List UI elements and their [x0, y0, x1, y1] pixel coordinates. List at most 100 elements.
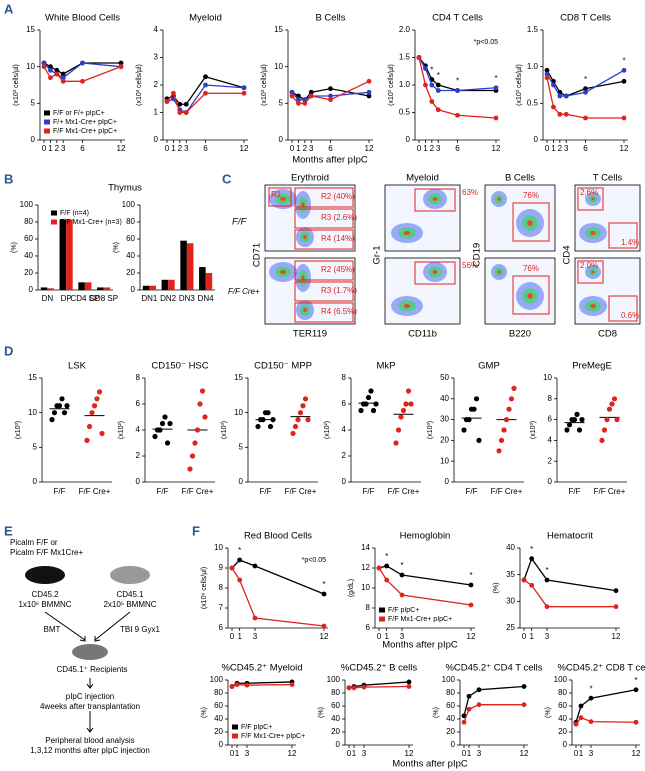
- data-point: [405, 388, 412, 394]
- chart-title: GMP: [478, 361, 500, 372]
- data-point: [157, 427, 163, 433]
- data-point: [633, 687, 639, 693]
- data-point: [551, 82, 556, 88]
- y-tick-label: 0: [406, 135, 411, 144]
- y-tick-label: 0: [534, 135, 539, 144]
- y-tick-label: 8: [342, 373, 347, 382]
- data-point: [368, 388, 374, 394]
- y-tick-label: 0: [342, 477, 347, 486]
- panel-title: Thymus: [108, 183, 142, 194]
- x-tick-label: 2: [558, 144, 563, 153]
- data-point: [429, 82, 435, 88]
- data-point: [557, 111, 563, 117]
- data-point: [84, 437, 90, 443]
- x-tick-label: 3: [253, 632, 258, 641]
- y-tick-label: 1.0: [527, 62, 539, 71]
- x-tick-label: 12: [632, 749, 641, 758]
- data-point: [361, 684, 367, 690]
- y-tick-label: 8: [366, 603, 371, 612]
- data-point: [609, 401, 615, 407]
- data-point: [406, 684, 412, 689]
- chart-title: Hemoglobin: [400, 531, 451, 542]
- legend-swatch: [44, 119, 50, 125]
- gate-label: R1: [271, 190, 282, 199]
- data-point: [366, 93, 372, 99]
- flow-density: [303, 308, 307, 312]
- data-point: [270, 417, 276, 423]
- chart-title: PreMegE: [572, 361, 612, 372]
- series-line: [546, 77, 624, 119]
- x-tick-label: F/F: [569, 487, 581, 496]
- y-tick-label: 10: [234, 408, 243, 417]
- x-tick-label: 3: [545, 632, 550, 641]
- series-line: [575, 716, 637, 725]
- chart-title: %CD45.2⁺ Myeloid: [221, 663, 302, 674]
- flow-density: [527, 220, 533, 226]
- x-axis-label: Months after pIpC: [292, 155, 368, 166]
- gate-label: 56%: [462, 261, 478, 270]
- arrows: [44, 611, 131, 732]
- data-point: [363, 401, 369, 407]
- data-point: [461, 713, 467, 719]
- data-point: [544, 604, 550, 610]
- panel-label: A: [4, 1, 14, 16]
- x-tick-label: F/F Cre+: [594, 487, 626, 496]
- data-point: [468, 582, 474, 588]
- bar: [161, 279, 169, 290]
- y-tick-label: 40: [558, 714, 567, 723]
- y-axis-label: (%): [545, 707, 552, 718]
- data-point: [159, 420, 166, 427]
- y-tick-label: 14: [361, 543, 370, 552]
- x-tick-label: 3: [477, 749, 482, 758]
- data-point: [366, 78, 372, 84]
- data-point: [54, 71, 60, 77]
- data-point: [99, 430, 105, 437]
- flow-gate: [294, 187, 354, 208]
- legend-label: F/F pIpC+: [388, 607, 419, 614]
- data-point: [476, 687, 482, 693]
- significance-mark: *: [584, 75, 587, 84]
- x-tick-label: 1: [579, 749, 584, 758]
- y-tick-label: 40: [440, 394, 449, 403]
- significance-mark: *: [469, 571, 472, 580]
- significance-mark: *: [545, 566, 548, 575]
- data-point: [296, 93, 301, 99]
- x-tick-label: DN1: [141, 294, 158, 303]
- flow-density: [432, 270, 438, 274]
- bar: [205, 273, 213, 290]
- mouse-icon: [25, 566, 65, 584]
- x-tick-label: 6: [328, 144, 333, 153]
- y-tick-label: 40: [126, 251, 135, 260]
- data-point: [588, 719, 594, 724]
- y-tick-label: 2: [154, 80, 159, 89]
- flow-y-label: CD19: [472, 243, 483, 267]
- x-tick-label: F/F Cre+: [285, 487, 317, 496]
- data-point: [171, 90, 176, 96]
- flow-plot: [384, 257, 461, 325]
- y-tick-label: 10: [28, 408, 37, 417]
- series-line: [231, 559, 325, 595]
- data-point: [183, 101, 189, 107]
- gate-label: 76%: [523, 264, 539, 273]
- flow-density: [497, 197, 501, 201]
- x-tick-label: 1: [529, 632, 534, 641]
- legend-swatch: [51, 219, 57, 225]
- bar: [186, 243, 194, 290]
- x-tick-label: 1: [235, 749, 240, 758]
- y-axis-label: (x10⁶ cells/µl): [201, 567, 208, 609]
- x-tick-label: 0: [347, 749, 352, 758]
- chart-title: CD4 T Cells: [432, 13, 483, 24]
- x-tick-label: DN: [42, 294, 54, 303]
- y-tick-label: 0: [219, 740, 224, 749]
- gate-label: R3 (1.7%): [321, 286, 357, 295]
- bar: [47, 288, 54, 290]
- legend-swatch: [51, 210, 57, 216]
- y-tick-label: 100: [554, 675, 568, 684]
- flow-gate: [294, 208, 354, 229]
- x-tick-label: 1: [237, 632, 242, 641]
- y-tick-label: 100: [442, 675, 456, 684]
- x-tick-label: 6: [455, 144, 460, 153]
- panel-label: C: [222, 171, 232, 186]
- x-tick-label: 0: [417, 144, 422, 153]
- data-point: [370, 407, 377, 414]
